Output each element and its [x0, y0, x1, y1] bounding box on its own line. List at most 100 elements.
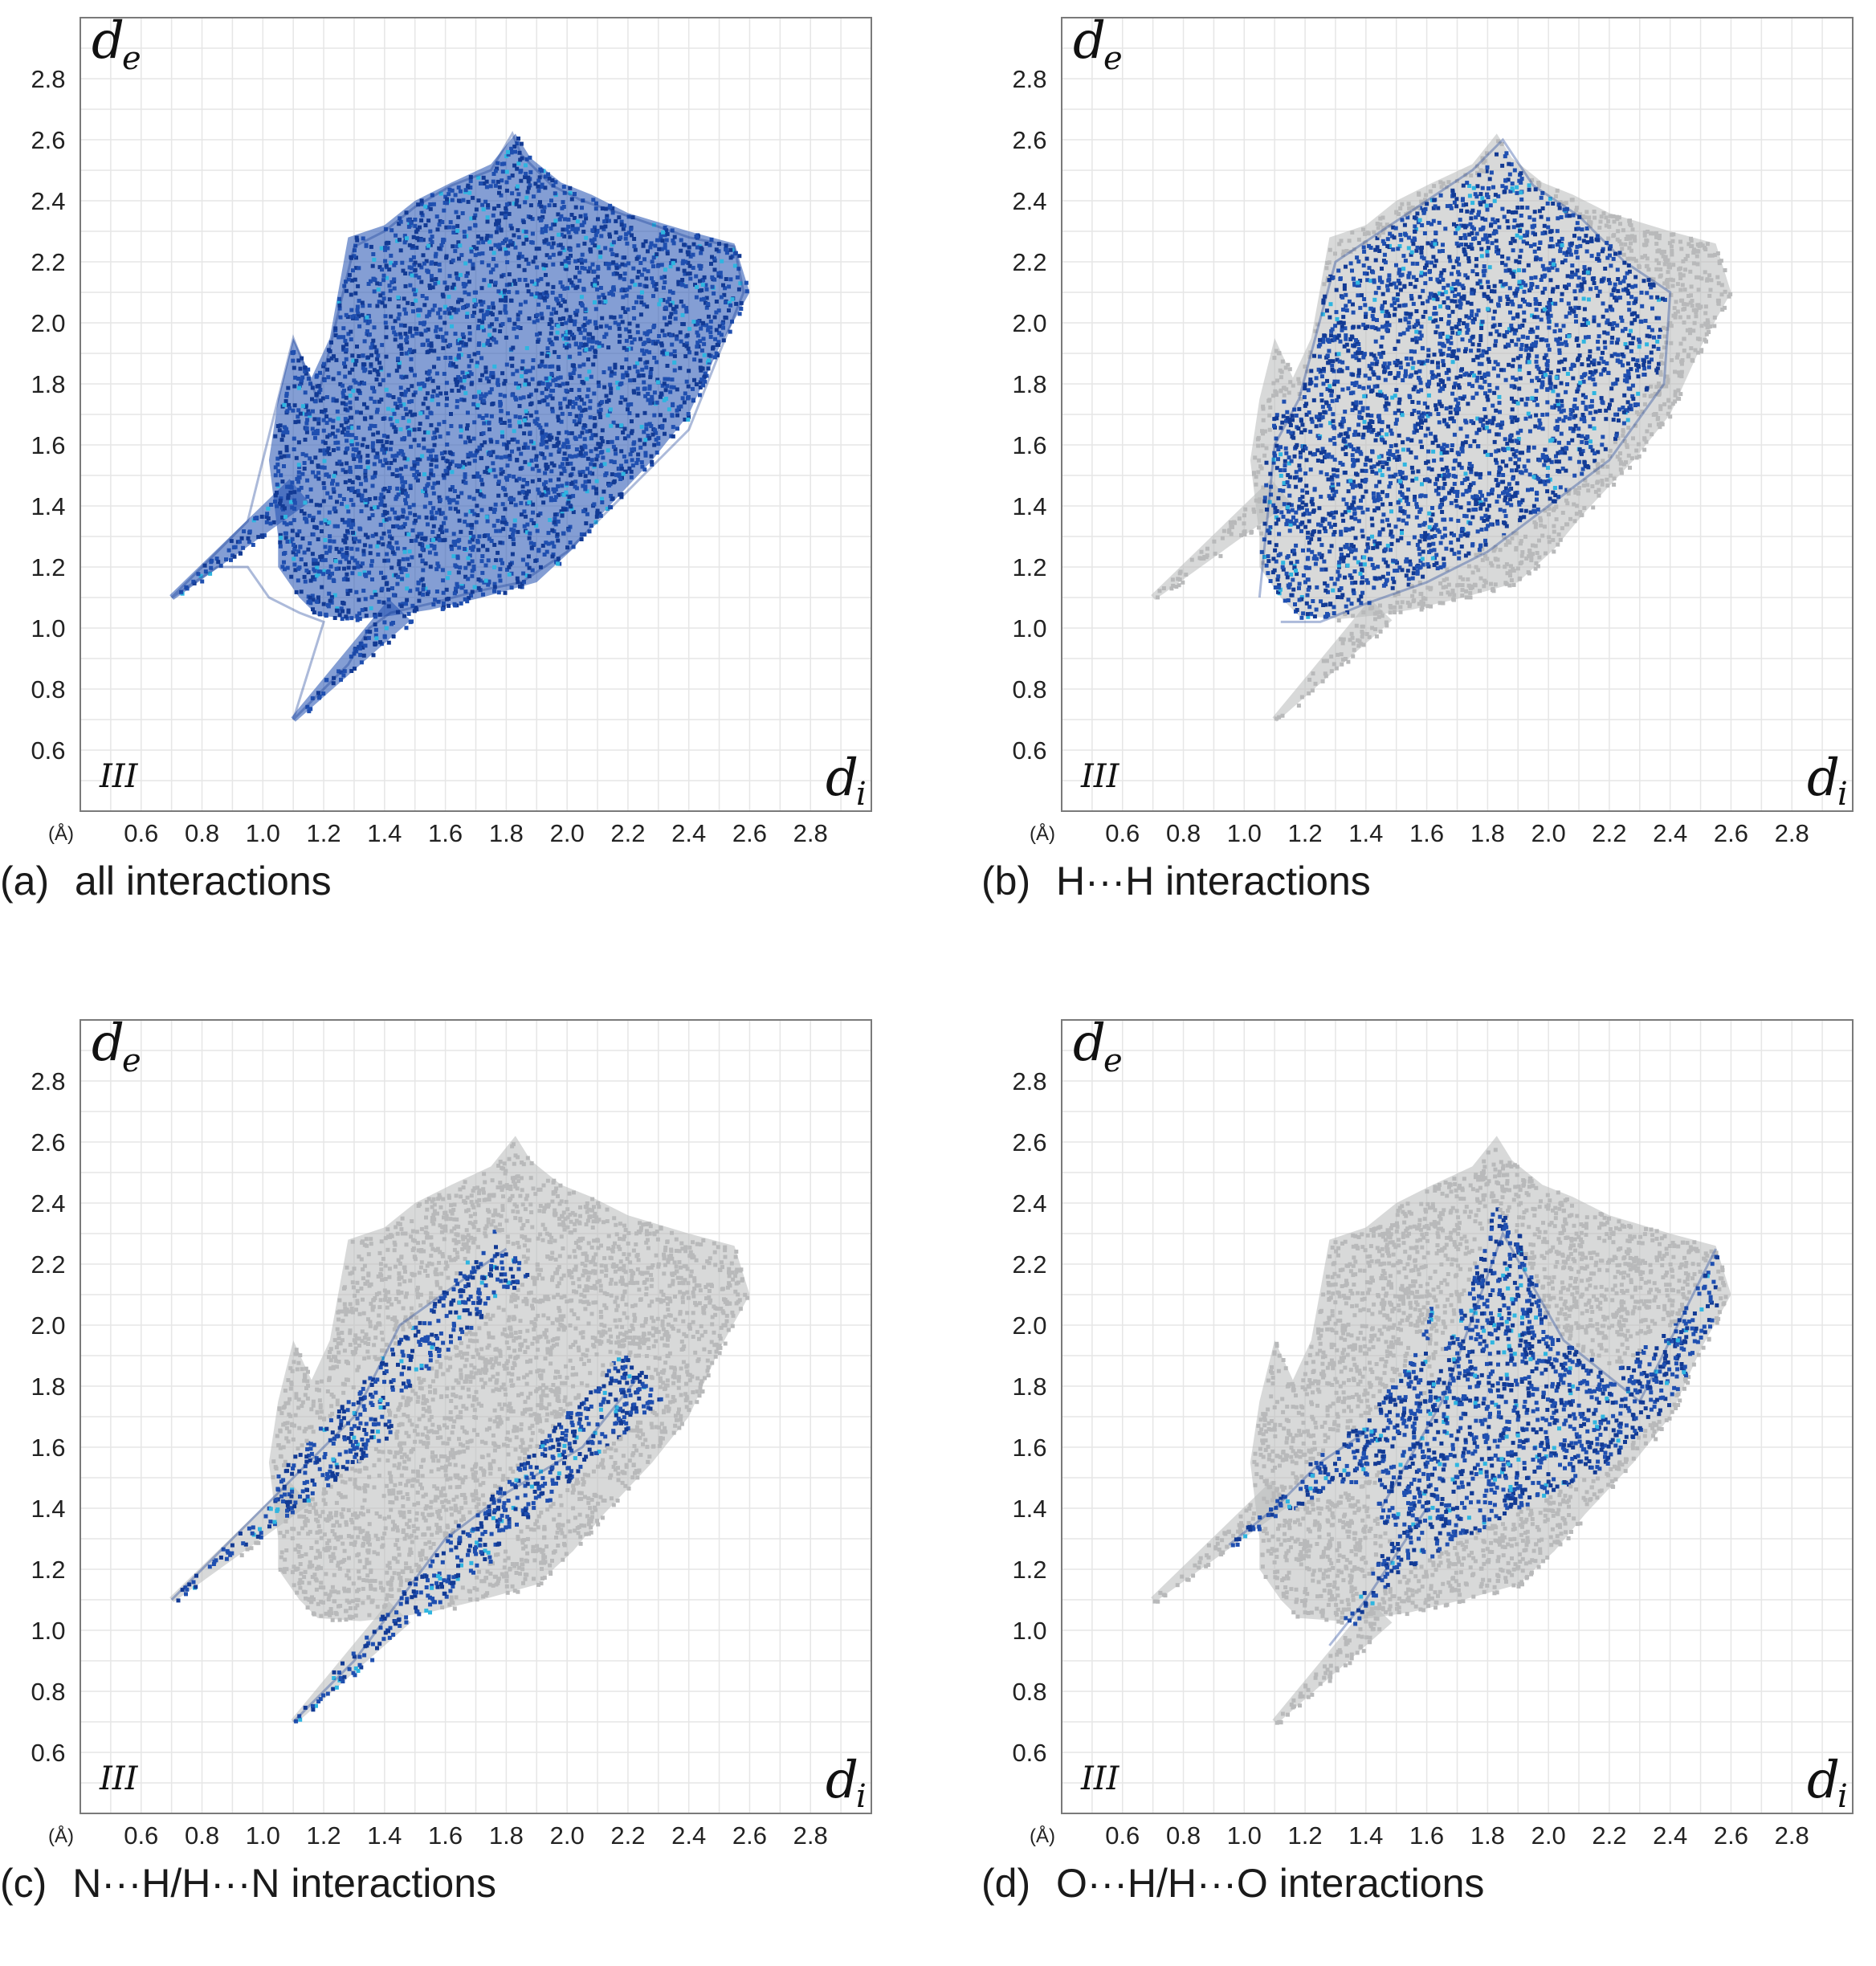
fingerprint-point — [537, 189, 541, 193]
fingerprint-point — [405, 375, 409, 379]
fingerprint-point — [360, 497, 364, 501]
fingerprint-point — [614, 230, 618, 235]
fingerprint-point — [651, 325, 655, 329]
fingerprint-point — [1562, 324, 1566, 328]
fingerprint-point — [675, 426, 679, 430]
fingerprint-point — [426, 350, 430, 354]
fingerprint-point — [1520, 206, 1524, 210]
fingerprint-point — [452, 532, 456, 536]
fingerprint-point — [484, 414, 488, 418]
fingerprint-point — [295, 590, 299, 594]
fingerprint-point — [602, 335, 606, 339]
fingerprint-point — [613, 460, 617, 464]
fingerprint-point — [394, 234, 398, 238]
fingerprint-point — [522, 220, 526, 224]
fingerprint-point — [424, 328, 428, 332]
fingerprint-point — [519, 467, 523, 471]
fingerprint-point — [434, 329, 438, 333]
fingerprint-point — [1417, 547, 1421, 551]
fingerprint-point — [1454, 499, 1458, 503]
fingerprint-point — [432, 524, 436, 528]
fingerprint-point — [385, 434, 389, 438]
fingerprint-point — [512, 164, 516, 168]
caption-text: all interactions — [75, 858, 332, 904]
fingerprint-point — [482, 343, 486, 347]
fingerprint-point — [309, 579, 313, 583]
fingerprint-point — [634, 461, 638, 465]
fingerprint-point — [489, 439, 493, 443]
fingerprint-point — [1717, 281, 1721, 285]
fingerprint-point — [660, 263, 664, 267]
fingerprint-point — [349, 466, 353, 470]
fingerprint-point — [524, 370, 528, 374]
fingerprint-point — [351, 519, 355, 523]
fingerprint-point — [471, 402, 475, 406]
fingerprint-point — [286, 496, 290, 500]
fingerprint-point — [544, 377, 549, 381]
fingerprint-point — [619, 381, 623, 385]
fingerprint-point — [568, 235, 572, 239]
fingerprint-point — [303, 551, 307, 555]
fingerprint-point — [379, 523, 383, 527]
fingerprint-point — [358, 459, 362, 463]
fingerprint-point — [492, 251, 496, 255]
fingerprint-point — [397, 365, 401, 369]
fingerprint-point — [283, 515, 288, 519]
fingerprint-point — [1393, 606, 1397, 610]
fingerprint-point — [455, 229, 459, 233]
fingerprint-point — [596, 217, 600, 221]
fingerprint-point — [612, 285, 616, 289]
fingerprint-point — [537, 296, 541, 300]
fingerprint-point — [1449, 540, 1453, 545]
fingerprint-point — [523, 268, 527, 272]
fingerprint-point — [487, 263, 491, 267]
fingerprint-point — [380, 439, 384, 443]
fingerprint-point — [381, 378, 385, 382]
fingerprint-point — [325, 395, 329, 399]
fingerprint-point — [491, 180, 496, 184]
fingerprint-point — [349, 498, 353, 502]
fingerprint-point — [620, 263, 624, 267]
fingerprint-point — [351, 268, 355, 272]
y-tick-label: 2.0 — [31, 309, 65, 337]
fingerprint-point — [410, 555, 414, 559]
fingerprint-point — [458, 243, 462, 247]
fingerprint-point — [1504, 186, 1508, 190]
fingerprint-point — [692, 357, 696, 361]
fingerprint-point — [701, 283, 705, 287]
fingerprint-point — [529, 439, 533, 443]
fingerprint-point — [396, 296, 400, 300]
fingerprint-point — [564, 264, 568, 268]
fingerprint-point — [357, 476, 361, 480]
fingerprint-point — [630, 429, 634, 433]
fingerprint-point — [356, 548, 360, 552]
fingerprint-point — [365, 329, 369, 333]
fingerprint-point — [392, 330, 396, 334]
fingerprint-point — [701, 383, 705, 387]
fingerprint-point — [1453, 482, 1457, 486]
fingerprint-point — [428, 230, 432, 234]
fingerprint-point — [397, 316, 401, 320]
fingerprint-point — [489, 235, 493, 239]
fingerprint-point — [396, 516, 400, 520]
fingerprint-point — [459, 429, 463, 433]
fingerprint-point — [627, 329, 631, 333]
fingerprint-point — [490, 322, 494, 326]
fingerprint-point — [448, 343, 452, 347]
fingerprint-point — [289, 575, 293, 579]
fingerprint-point — [583, 437, 587, 441]
fingerprint-point — [496, 494, 500, 498]
fingerprint-point — [515, 369, 519, 373]
fingerprint-point — [324, 614, 328, 618]
fingerprint-point — [293, 403, 297, 407]
fingerprint-point — [491, 267, 495, 271]
fingerprint-point — [573, 485, 577, 489]
fingerprint-point — [482, 399, 486, 403]
fingerprint-point — [630, 458, 634, 462]
fingerprint-point — [380, 492, 384, 496]
fingerprint-point — [283, 506, 287, 510]
fingerprint-point — [580, 430, 584, 434]
fingerprint-point — [1344, 452, 1348, 456]
fingerprint-point — [609, 387, 613, 391]
fingerprint-point — [316, 477, 320, 481]
